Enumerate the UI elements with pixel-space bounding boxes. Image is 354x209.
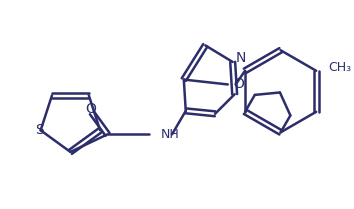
Text: O: O xyxy=(234,78,245,92)
Text: CH₃: CH₃ xyxy=(328,61,351,74)
Text: S: S xyxy=(35,123,44,137)
Text: N: N xyxy=(235,51,246,65)
Text: O: O xyxy=(85,102,96,116)
Text: NH: NH xyxy=(160,128,179,141)
